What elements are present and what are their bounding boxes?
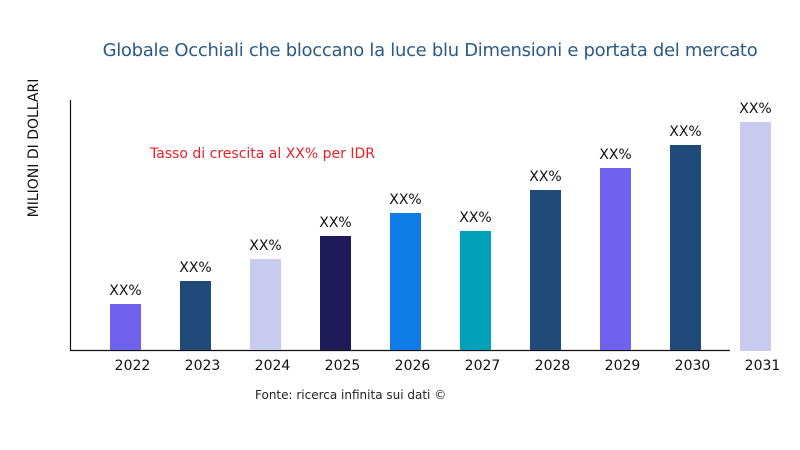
bar-2030 (670, 145, 701, 350)
source-note: Fonte: ricerca infinita sui dati © (255, 388, 447, 402)
bar-2024 (250, 259, 281, 350)
x-tick-label-2022: 2022 (115, 358, 151, 374)
data-label-2024: XX% (249, 238, 281, 254)
x-tick-label-2028: 2028 (535, 358, 571, 374)
chart-title: Globale Occhiali che bloccano la luce bl… (102, 40, 758, 61)
x-tick-label-2024: 2024 (255, 358, 291, 374)
data-label-2029: XX% (599, 147, 631, 163)
data-label-2028: XX% (529, 169, 561, 185)
data-label-2022: XX% (109, 283, 141, 299)
data-label-2023: XX% (179, 260, 211, 276)
bar-2028 (530, 190, 561, 350)
x-tick-label-2030: 2030 (675, 358, 711, 374)
x-tick-label-2027: 2027 (465, 358, 501, 374)
x-tick-label-2025: 2025 (325, 358, 361, 374)
bar-2027 (460, 231, 491, 350)
bar-2029 (600, 168, 631, 350)
x-tick-label-2023: 2023 (185, 358, 221, 374)
bar-2026 (390, 213, 421, 350)
data-label-2031: XX% (739, 101, 771, 117)
bar-2025 (320, 236, 351, 350)
bar-2023 (180, 281, 211, 350)
bar-2022 (110, 304, 141, 350)
data-label-2026: XX% (389, 192, 421, 208)
data-label-2025: XX% (319, 215, 351, 231)
data-label-2027: XX% (459, 210, 491, 226)
x-tick-label-2031: 2031 (745, 358, 781, 374)
bar-2031 (740, 122, 771, 351)
x-tick-label-2029: 2029 (605, 358, 641, 374)
data-label-2030: XX% (669, 124, 701, 140)
growth-rate-annotation: Tasso di crescita al XX% per IDR (150, 146, 375, 162)
x-tick-label-2026: 2026 (395, 358, 431, 374)
